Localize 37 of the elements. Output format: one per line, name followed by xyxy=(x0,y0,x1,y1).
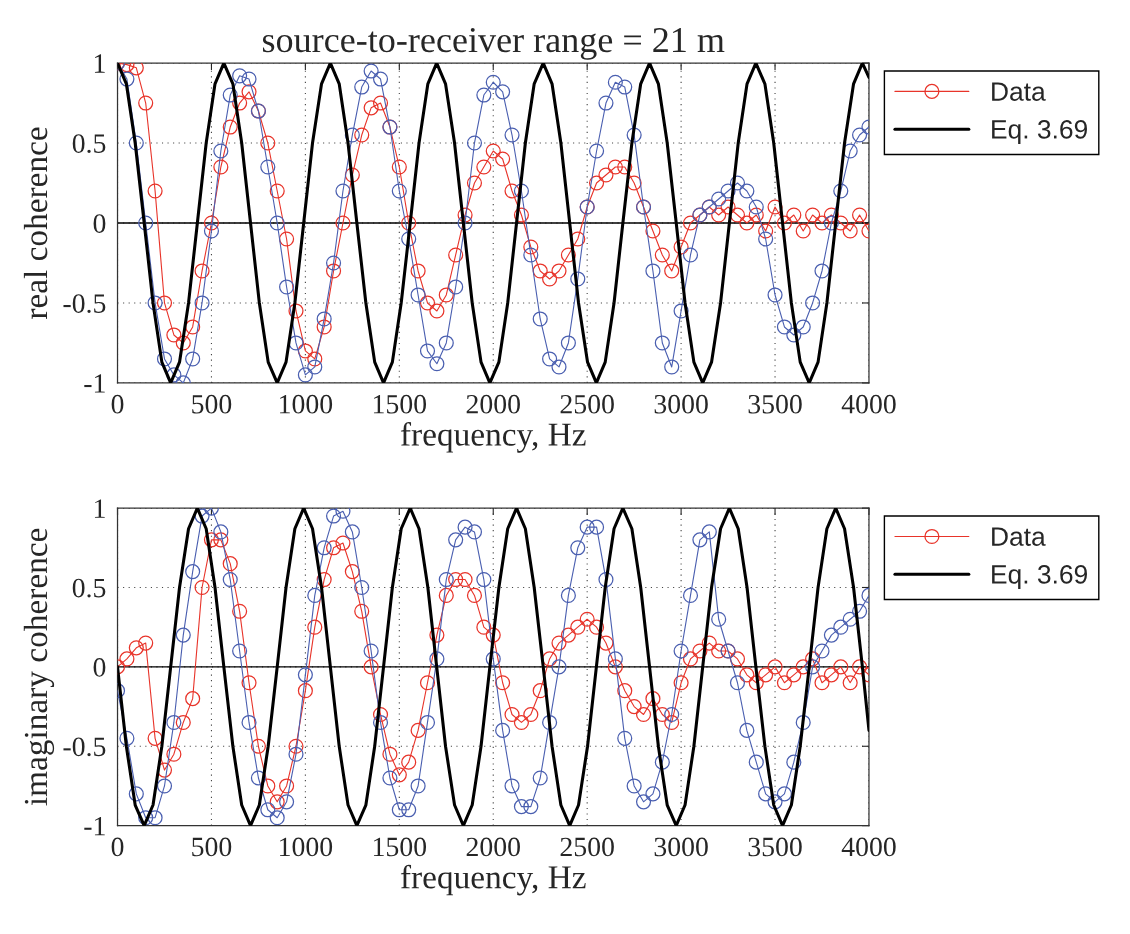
legend-label: Eq. 3.69 xyxy=(992,565,1088,589)
chart-title: source-to-receiver range = 21 m xyxy=(262,28,725,60)
x-tick-label: 1000 xyxy=(280,394,333,414)
y-tick-label: 0.5 xyxy=(72,134,106,154)
y-tick-label: -0.5 xyxy=(63,294,106,313)
x-tick-label: 4000 xyxy=(841,837,896,857)
x-tick-label: 3000 xyxy=(654,394,708,414)
x-tick-label: 4000 xyxy=(841,394,896,414)
legend-label: Eq. 3.69 xyxy=(992,120,1088,144)
y-tick-label: 0 xyxy=(93,214,106,233)
x-tick-label: 2000 xyxy=(466,394,520,414)
y-axis-title: imaginary coherence xyxy=(23,528,55,806)
x-tick-label: 2000 xyxy=(466,837,520,857)
y-tick-label: 0.5 xyxy=(72,578,106,598)
x-axis-title: frequency, Hz xyxy=(400,864,586,896)
x-tick-label: 500 xyxy=(192,394,232,414)
x-tick-label: 500 xyxy=(192,837,232,857)
y-axis-title: real coherence xyxy=(23,127,48,320)
x-tick-label: 3500 xyxy=(748,837,802,857)
x-tick-label: 1000 xyxy=(280,837,333,857)
x-tick-label: 2500 xyxy=(560,394,614,414)
x-tick-label: 0 xyxy=(111,394,124,414)
x-tick-label: 3500 xyxy=(748,394,802,414)
x-tick-label: 3000 xyxy=(654,837,708,857)
y-tick-label: 1 xyxy=(94,499,105,518)
x-tick-label: 1500 xyxy=(373,837,427,857)
y-tick-label: -1 xyxy=(84,816,105,836)
y-tick-label: -1 xyxy=(84,374,105,393)
legend-label: Data xyxy=(992,82,1046,101)
y-tick-label: 1 xyxy=(94,54,105,73)
x-tick-label: 2500 xyxy=(560,837,614,857)
y-tick-label: 0 xyxy=(93,658,106,677)
x-tick-label: 1500 xyxy=(373,394,427,414)
legend-label: Data xyxy=(992,527,1046,546)
x-tick-label: 0 xyxy=(111,837,124,857)
y-tick-label: -0.5 xyxy=(63,737,106,757)
x-axis-title: frequency, Hz xyxy=(400,422,586,453)
